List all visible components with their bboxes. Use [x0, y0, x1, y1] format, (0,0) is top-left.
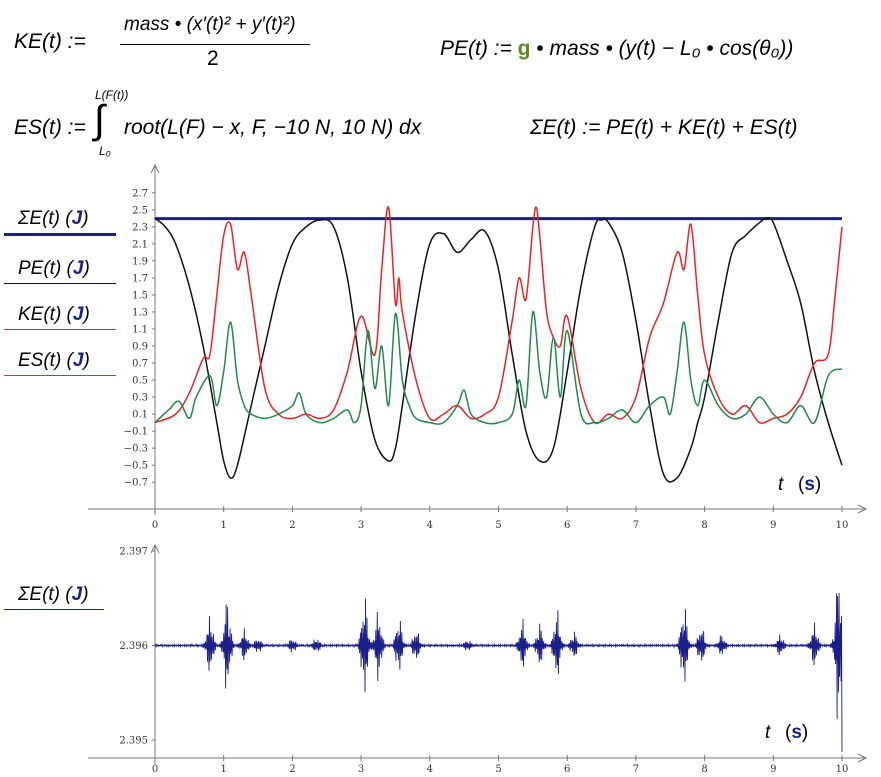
y-tick-label: 1.1: [132, 324, 148, 335]
y-tick-label: −0.3: [124, 444, 148, 455]
es-lhs: ES(t) :=: [14, 116, 86, 139]
legend-unit: J: [71, 584, 83, 605]
x-tick-label: 6: [564, 520, 570, 531]
y-tick-label: 1.9: [132, 256, 148, 267]
ke-numerator: mass • (x′(t)² + y′(t)²): [124, 14, 296, 35]
y-tick-label: −0.1: [124, 427, 148, 438]
pe-rhs: • mass • (y(t) − L₀ • cos(θ₀)): [536, 37, 794, 60]
legend-line-es: [4, 375, 116, 376]
y-tick-label: 0.3: [132, 393, 148, 404]
x-tick-label: 4: [427, 764, 433, 775]
series-potential-energy: [154, 217, 843, 483]
y-tick-label: 2.396: [119, 641, 148, 652]
x-tick-label: 1: [221, 764, 227, 775]
x-tick-label: 10: [836, 520, 849, 531]
x-tick-label: 2: [289, 520, 295, 531]
x-axis-arrow: [857, 753, 868, 763]
y-tick-label: 1.5: [132, 290, 148, 301]
legend-line-ke: [4, 329, 116, 330]
x-tick-label: 5: [495, 520, 501, 531]
y-tick-label: 0.7: [132, 359, 148, 370]
legend-unit: J: [72, 258, 84, 279]
es-integrand: root(L(F) − x, F, −10 N, 10 N) dx: [124, 116, 422, 139]
legend-label: ΣE(t): [18, 208, 60, 229]
integral-upper-limit: L(F(t)): [95, 88, 129, 102]
legend-line-total: [4, 233, 116, 236]
x-tick-label: 8: [701, 520, 707, 531]
legend-label: PE(t): [18, 258, 62, 279]
y-tick-label: 2.395: [119, 736, 148, 747]
y-tick-label: 1.3: [132, 307, 148, 318]
y-tick-label: 0.1: [132, 410, 148, 421]
legend-total-energy-bottom: ΣE(t) (J): [4, 584, 104, 610]
series-elastic-energy: [154, 311, 843, 425]
ke-lhs: KE(t) :=: [14, 30, 86, 53]
y-tick-label: 2.1: [132, 239, 148, 250]
legend-label: ES(t): [18, 350, 62, 371]
ke-definition: KE(t) := mass • (x′(t)² + y′(t)²) 2: [14, 14, 314, 74]
legend-label: ΣE(t): [18, 584, 60, 605]
legend-elastic-energy: ES(t) (J): [4, 350, 116, 376]
legend-line-total-bottom: [4, 609, 104, 610]
total-energy-definition: ΣE(t) := PE(t) + KE(t) + ES(t): [530, 116, 798, 140]
y-tick-label: 2.397: [119, 547, 148, 558]
y-axis-arrow: [150, 163, 160, 174]
total-energy-chart-axes: 2.397 2.396 2.395 0 1 2 3 4 5 6 7 8 9 10: [88, 543, 868, 775]
x-unit: s: [791, 722, 802, 743]
total-energy-chart-series: [154, 592, 843, 753]
y-tick-label: −0.7: [124, 478, 148, 489]
x-tick-label: 9: [770, 764, 776, 775]
y-tick-label: 2.5: [132, 205, 148, 216]
energy-chart-axes: 2.7 2.5 2.3 2.1 1.9 1.7 1.5 1.3 1.1 0.9 0.7 0.5 0.3 0…: [88, 163, 868, 531]
y-tick-label: 1.7: [132, 273, 148, 284]
x-unit: s: [804, 474, 815, 495]
y-tick-label: 2.7: [132, 188, 148, 199]
y-tick-label: 0.5: [132, 376, 148, 387]
x-axis-arrow: [857, 504, 868, 514]
x-tick-label: 4: [427, 520, 433, 531]
integral-sign: ∫: [94, 98, 105, 142]
x-tick-label: 3: [358, 520, 364, 531]
series-total-energy-detail: [154, 592, 843, 753]
legend-unit: J: [72, 350, 84, 371]
legend-unit: J: [72, 304, 84, 325]
legend-line-pe: [4, 283, 116, 284]
sum-expression: ΣE(t) := PE(t) + KE(t) + ES(t): [530, 116, 798, 139]
y-axis-arrow: [150, 543, 160, 554]
x-tick-label: 10: [836, 764, 849, 775]
x-tick-label: 8: [701, 764, 707, 775]
integral-lower-limit: L₀: [99, 144, 111, 158]
x-axis-label: t: [765, 722, 771, 743]
y-tick-label: 0.9: [132, 342, 148, 353]
ke-denominator: 2: [207, 47, 219, 70]
x-tick-label: 0: [152, 520, 158, 531]
series-kinetic-energy: [154, 206, 843, 425]
legend-total-energy: ΣE(t) (J): [4, 208, 116, 236]
gravity-symbol: g: [517, 37, 531, 60]
x-tick-label: 1: [221, 520, 227, 531]
y-tick-label: 2.3: [132, 222, 148, 233]
legend-label: KE(t): [18, 304, 62, 325]
x-tick-label: 2: [289, 764, 295, 775]
legend-kinetic-energy: KE(t) (J): [4, 304, 116, 330]
x-axis-unit: (s): [798, 474, 821, 495]
x-tick-label: 7: [633, 520, 639, 531]
x-axis-unit: (s): [785, 722, 808, 743]
x-axis-label: t: [778, 474, 784, 495]
x-tick-label: 5: [495, 764, 501, 775]
fraction-bar: [120, 44, 310, 45]
x-tick-label: 9: [770, 520, 776, 531]
energy-chart-series: [154, 206, 843, 483]
y-tick-label: −0.5: [124, 461, 148, 472]
legend-potential-energy: PE(t) (J): [4, 258, 116, 284]
pe-lhs: PE(t) :=: [440, 37, 512, 60]
x-tick-label: 0: [152, 764, 158, 775]
x-tick-label: 6: [564, 764, 570, 775]
es-definition: ES(t) := L(F(t)) ∫ L₀ root(L(F) − x, F, …: [14, 88, 454, 160]
x-tick-label: 3: [358, 764, 364, 775]
x-tick-label: 7: [633, 764, 639, 775]
pe-definition: PE(t) := g • mass • (y(t) − L₀ • cos(θ₀)…: [440, 37, 793, 61]
legend-unit: J: [71, 208, 83, 229]
